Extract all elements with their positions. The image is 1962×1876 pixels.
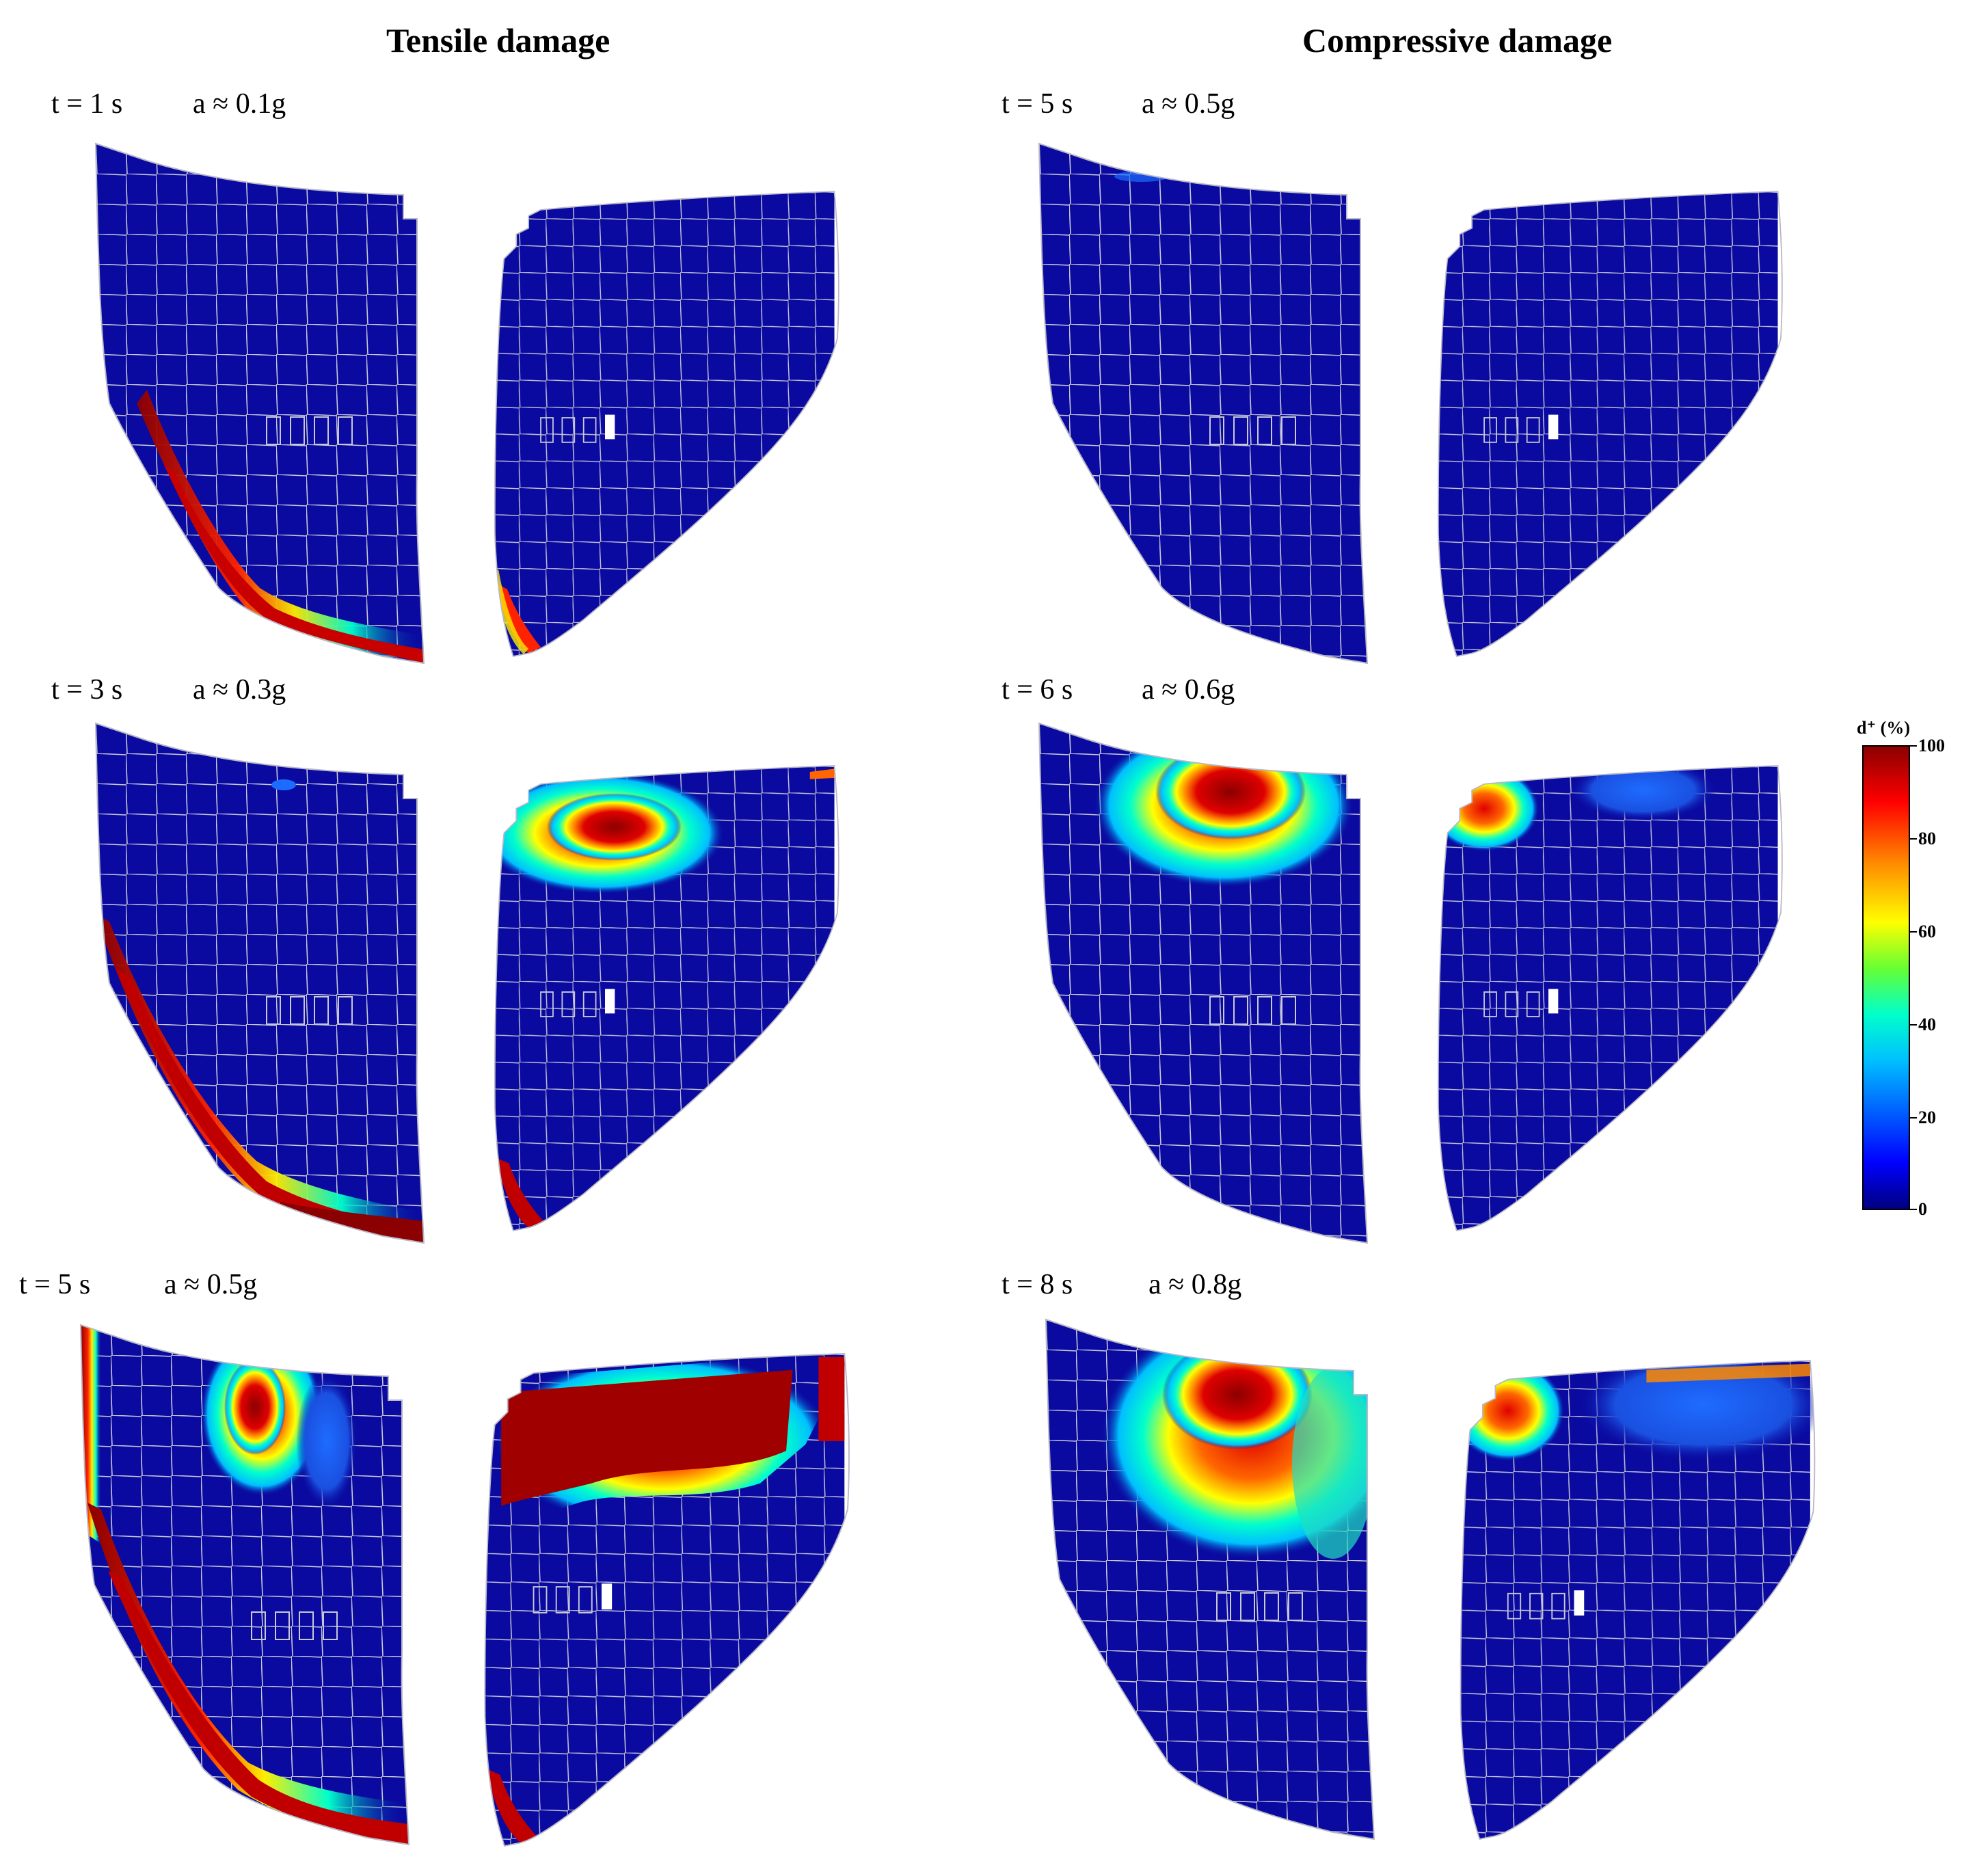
row2-compressive-right-wall bbox=[1408, 765, 1805, 1232]
row3-tensile-accel: a ≈ 0.5g bbox=[164, 1269, 258, 1300]
colorbar-title: d⁺ (%) bbox=[1857, 718, 1910, 738]
colorbar-tick-60: 60 bbox=[1918, 922, 1936, 941]
row1-tensile-right-wall bbox=[465, 191, 861, 658]
tensile-damage-title: Tensile damage bbox=[386, 21, 610, 59]
row2-compressive-accel: a ≈ 0.6g bbox=[1142, 674, 1235, 706]
colorbar-tick-mark bbox=[1910, 1024, 1917, 1026]
colorbar-tick-mark bbox=[1910, 1209, 1917, 1210]
colorbar-tick-mark bbox=[1910, 931, 1917, 933]
colorbar-tick-mark bbox=[1910, 838, 1917, 840]
colorbar-tick-mark bbox=[1910, 1117, 1917, 1118]
row1-tensile-accel: a ≈ 0.1g bbox=[193, 88, 286, 120]
colorbar-tick-0: 0 bbox=[1918, 1199, 1927, 1219]
row3-tensile-right-wall bbox=[458, 1353, 868, 1847]
colorbar-tick-40: 40 bbox=[1918, 1015, 1936, 1034]
row1-tensile-left-wall bbox=[94, 142, 425, 665]
compressive-damage-title: Compressive damage bbox=[1302, 21, 1613, 59]
row1-compressive-left-wall bbox=[1038, 142, 1369, 665]
row2-compressive-time: t = 6 s bbox=[1002, 674, 1073, 706]
colorbar bbox=[1862, 745, 1910, 1210]
row3-compressive-left-wall bbox=[1045, 1318, 1375, 1840]
row3-compressive-accel: a ≈ 0.8g bbox=[1148, 1269, 1242, 1300]
colorbar-tick-mark bbox=[1910, 745, 1917, 747]
row1-compressive-accel: a ≈ 0.5g bbox=[1142, 88, 1235, 120]
row1-compressive-time: t = 5 s bbox=[1002, 88, 1073, 120]
row3-compressive-right-wall bbox=[1436, 1360, 1832, 1840]
row2-tensile-right-wall bbox=[465, 765, 861, 1232]
row3-compressive-time: t = 8 s bbox=[1002, 1269, 1073, 1300]
row3-tensile-time: t = 5 s bbox=[19, 1269, 91, 1300]
row2-tensile-accel: a ≈ 0.3g bbox=[193, 674, 286, 706]
row2-compressive-left-wall bbox=[1038, 722, 1369, 1244]
colorbar-tick-100: 100 bbox=[1918, 736, 1945, 755]
row2-tensile-left-wall bbox=[94, 722, 425, 1244]
row1-compressive-right-wall bbox=[1408, 191, 1805, 658]
row3-tensile-left-wall bbox=[79, 1318, 410, 1851]
row2-tensile-time: t = 3 s bbox=[51, 674, 123, 706]
row1-tensile-time: t = 1 s bbox=[51, 88, 123, 120]
colorbar-tick-20: 20 bbox=[1918, 1108, 1936, 1127]
colorbar-tick-80: 80 bbox=[1918, 829, 1936, 848]
